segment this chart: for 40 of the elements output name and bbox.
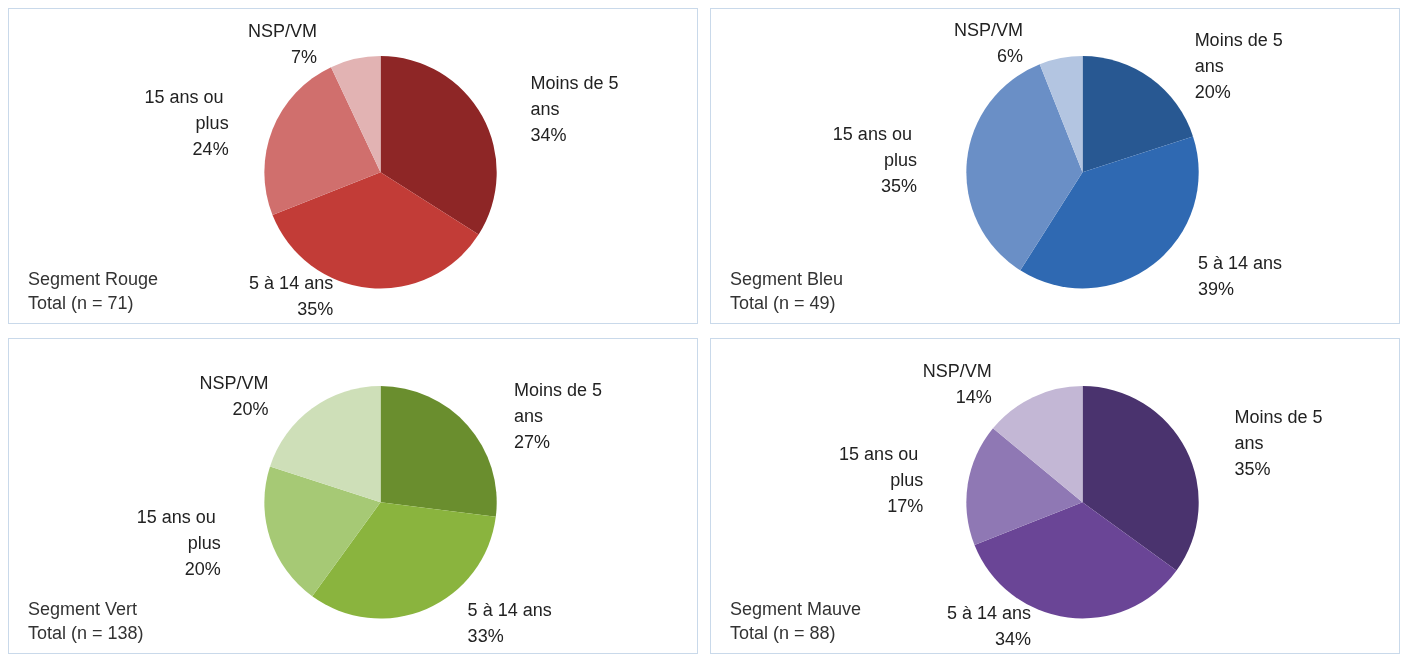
- data-label: 14%: [955, 386, 992, 407]
- slice-label: 5 à 14 ans: [467, 599, 552, 620]
- data-label: 7%: [290, 47, 317, 68]
- data-label: 20%: [232, 399, 269, 420]
- text: Segment Bleu: [730, 269, 844, 289]
- slice-label: 5 à 14 ans: [1197, 252, 1282, 273]
- slice-label: NSP/VM: [199, 373, 269, 394]
- data-label: 33%: [467, 625, 504, 646]
- data-label: 20%: [1194, 82, 1231, 103]
- slice-label: 15 ans ou plus: [144, 87, 229, 134]
- slice-label: 15 ans ou plus: [839, 444, 924, 491]
- text: Segment Mauve: [730, 599, 862, 619]
- text: Segment Vert: [28, 599, 138, 619]
- slice-label: 5 à 14 ans: [249, 273, 334, 293]
- text: Total (n = 138): [28, 623, 144, 643]
- text: Segment Rouge: [28, 269, 159, 289]
- slice-label: Moins de 5 ans: [513, 379, 607, 426]
- data-label: 35%: [1234, 458, 1271, 479]
- data-label: 34%: [995, 629, 1032, 649]
- slice-label: NSP/VM: [922, 360, 992, 381]
- text: Total (n = 49): [730, 293, 836, 313]
- data-label: 17%: [887, 496, 924, 517]
- data-label: 27%: [513, 431, 550, 452]
- data-label: 35%: [297, 299, 334, 319]
- slice-label: Moins de 5 ans: [530, 73, 624, 120]
- slice-label: Moins de 5 ans: [1234, 406, 1328, 453]
- slice-label: NSP/VM: [247, 21, 317, 42]
- slice-label: NSP/VM: [953, 20, 1023, 41]
- data-label: 24%: [192, 139, 229, 160]
- data-label: 35%: [880, 175, 917, 196]
- text: Total (n = 88): [730, 623, 836, 643]
- slice-label: Moins de 5 ans: [1194, 30, 1288, 77]
- data-label: 20%: [184, 558, 221, 579]
- data-label: 6%: [996, 46, 1023, 67]
- slice-label: 15 ans ou plus: [832, 123, 917, 170]
- slice-label: 5 à 14 ans: [947, 603, 1032, 623]
- data-label: 39%: [1197, 278, 1234, 299]
- slice-label: 15 ans ou plus: [136, 506, 221, 553]
- text: Total (n = 71): [28, 293, 134, 313]
- data-label: 34%: [530, 125, 567, 146]
